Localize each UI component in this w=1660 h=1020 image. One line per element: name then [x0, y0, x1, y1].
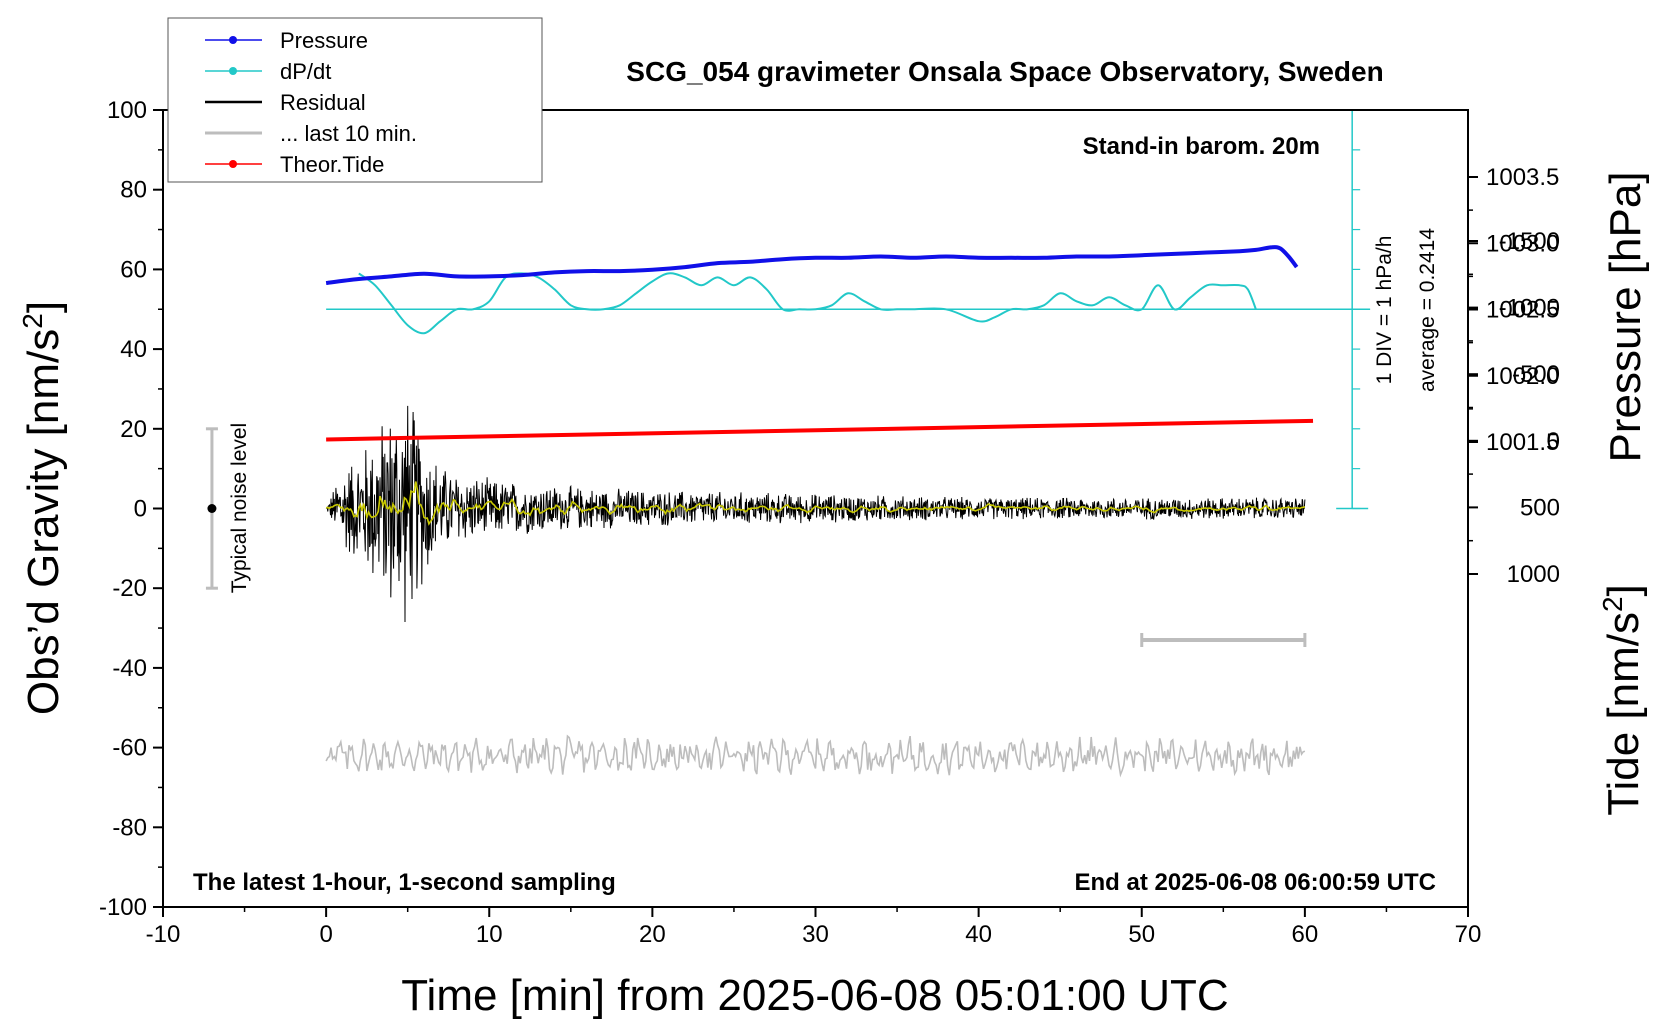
legend: Pressure dP/dt Residual ... last 10 min. The…: [167, 17, 543, 183]
x-tick-label: 50: [1128, 921, 1155, 948]
residual-smoothed-line: [326, 481, 1306, 526]
legend-label: Theor.Tide: [280, 152, 384, 177]
legend-label: ... last 10 min.: [280, 121, 417, 146]
y-left-tick-label: -20: [112, 575, 147, 602]
x-tick-label: 30: [802, 921, 829, 948]
y-tide-tick-label: -1500: [1499, 228, 1560, 255]
x-tick-label: 0: [319, 921, 332, 948]
y-left-tick-label: 80: [120, 177, 147, 204]
y-left-tick-label: -100: [99, 894, 147, 921]
y-axis-tide-label: Tide [nm/s2]: [1597, 584, 1648, 816]
div-scale-label: 1 DIV = 1 hPa/h: [1373, 236, 1396, 385]
sampling-note: The latest 1-hour, 1-second sampling: [193, 869, 616, 896]
y-left-tick-label: 60: [120, 256, 147, 283]
noise-level-center-dot: [207, 504, 217, 513]
data-traces: [205, 109, 1371, 778]
legend-label: Pressure: [280, 28, 368, 53]
legend-marker: [229, 160, 237, 168]
legend-box: [167, 17, 543, 183]
legend-label: Residual: [280, 90, 366, 115]
legend-label: dP/dt: [280, 59, 331, 84]
barometer-note: Stand-in barom. 20m: [1083, 133, 1320, 160]
y-axis-pressure-label: Pressure [hPa]: [1601, 171, 1650, 462]
end-time-note: End at 2025-06-08 06:00:59 UTC: [1075, 869, 1437, 896]
y-left-tick-label: 100: [107, 97, 147, 124]
y-left-tick-label: -40: [112, 655, 147, 682]
legend-item: dP/dt: [205, 59, 331, 84]
x-tick-label: 20: [639, 921, 666, 948]
x-tick-label: 40: [965, 921, 992, 948]
y-tide-tick-label: 1000: [1507, 561, 1560, 588]
average-label: average = 0.2414: [1416, 228, 1439, 392]
y-pressure-tick-label: 1003.0: [1486, 230, 1559, 257]
last-10-min-line: [325, 734, 1306, 778]
legend-marker: [229, 36, 237, 44]
y-axis-left-label: Obs’d Gravity [nm/s2]: [17, 301, 68, 715]
y-pressure-tick-label: 1002.5: [1486, 297, 1559, 324]
x-tick-label: 60: [1292, 921, 1319, 948]
y-tide-tick-label: 500: [1520, 494, 1560, 521]
legend-item: Residual: [205, 90, 366, 115]
y-pressure-tick-label: 1002.0: [1486, 363, 1559, 390]
x-axis-label: Time [min] from 2025-06-08 05:01:00 UTC: [401, 971, 1228, 1020]
legend-item: Theor.Tide: [205, 152, 384, 177]
axes: -10 0 10 20 30 40 50 60 70-100-80-60-40-20020406…: [99, 97, 1560, 948]
y-tide-tick-label: -1000: [1499, 295, 1560, 322]
y-tide-tick-label: 0: [1547, 428, 1560, 455]
y-tide-tick-label: -500: [1512, 361, 1560, 388]
legend-marker: [229, 67, 237, 75]
pressure-line: [325, 245, 1299, 285]
legend-item: ... last 10 min.: [205, 121, 417, 146]
y-left-tick-label: 0: [134, 496, 147, 523]
theor-tide-line: [326, 418, 1314, 442]
legend-item: Pressure: [205, 28, 368, 53]
chart-title: SCG_054 gravimeter Onsala Space Observat…: [626, 56, 1383, 87]
y-left-tick-label: -60: [112, 735, 147, 762]
y-left-tick-label: -80: [112, 814, 147, 841]
y-left-tick-label: 40: [120, 336, 147, 363]
y-pressure-tick-label: 1001.5: [1486, 429, 1559, 456]
noise-level-label: Typical noise level: [228, 423, 251, 593]
y-pressure-tick-label: 1003.5: [1486, 164, 1559, 191]
x-tick-label: -10: [146, 921, 181, 948]
x-tick-label: 70: [1455, 921, 1482, 948]
y-left-tick-label: 20: [120, 416, 147, 443]
x-tick-label: 10: [476, 921, 503, 948]
